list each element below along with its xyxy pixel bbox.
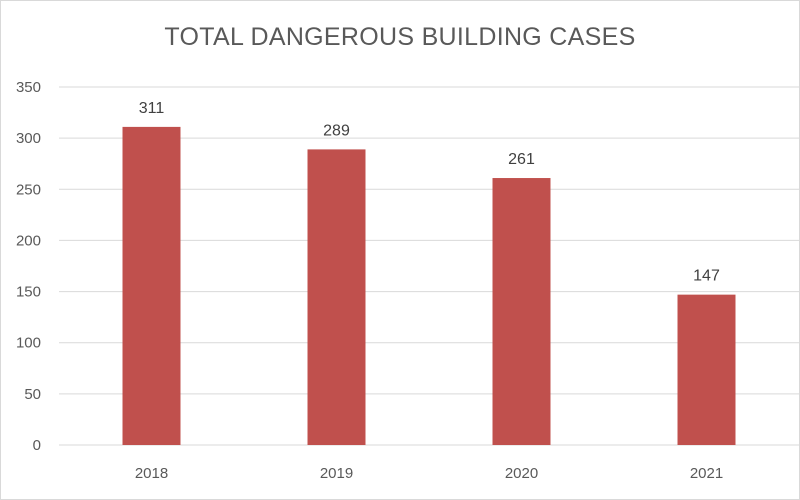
y-tick-label: 0 <box>33 437 41 454</box>
data-label: 289 <box>323 122 350 139</box>
x-tick-label: 2018 <box>135 465 168 482</box>
x-tick-label: 2020 <box>505 465 538 482</box>
x-tick-label: 2019 <box>320 465 353 482</box>
y-tick-label: 200 <box>16 232 41 249</box>
y-tick-label: 50 <box>24 386 41 403</box>
y-tick-label: 100 <box>16 335 41 352</box>
bar <box>492 178 551 445</box>
data-label: 147 <box>693 268 720 285</box>
bar <box>307 149 366 445</box>
y-tick-label: 350 <box>16 79 41 96</box>
bar <box>677 294 736 445</box>
y-tick-label: 300 <box>16 130 41 147</box>
y-tick-label: 250 <box>16 181 41 198</box>
x-tick-label: 2021 <box>690 465 723 482</box>
data-label: 261 <box>508 151 535 168</box>
bar <box>122 126 181 446</box>
data-label: 311 <box>139 100 165 117</box>
chart-title: TOTAL DANGEROUS BUILDING CASES <box>164 23 636 51</box>
y-tick-label: 150 <box>16 284 41 301</box>
